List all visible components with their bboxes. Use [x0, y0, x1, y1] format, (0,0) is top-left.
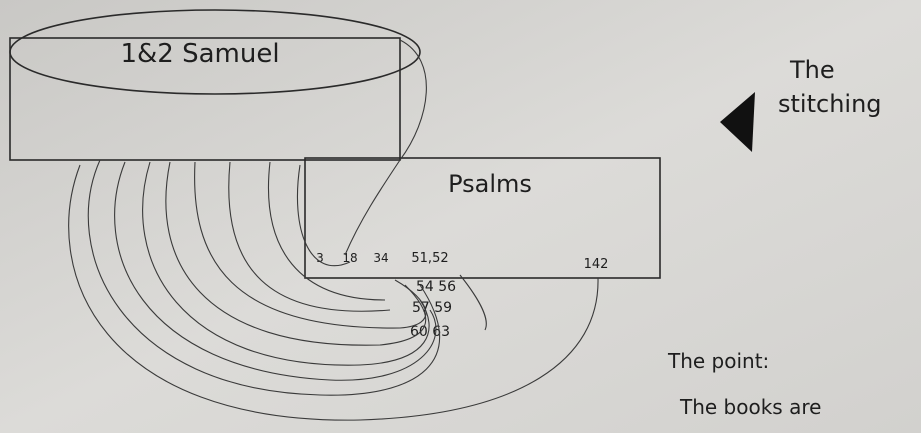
side-note: The: [789, 56, 835, 84]
psalm-ref: 60 63: [410, 324, 450, 340]
psalm-ref: 142: [584, 257, 609, 272]
psalm-ref: 34: [373, 251, 388, 265]
psalm-ref: 51,52: [411, 251, 448, 266]
psalm-ref: 18: [342, 251, 357, 265]
point-note: The point:: [667, 349, 769, 373]
diagram: 1&2 Samuel Psalms 3 18 34 51,52 142 54 5…: [0, 0, 921, 433]
point-note: The books are: [679, 395, 821, 419]
box-label: Psalms: [448, 170, 532, 198]
psalm-ref: 54 56: [416, 279, 456, 295]
box-label: 1&2 Samuel: [120, 39, 279, 69]
side-note: stitching: [778, 90, 882, 118]
